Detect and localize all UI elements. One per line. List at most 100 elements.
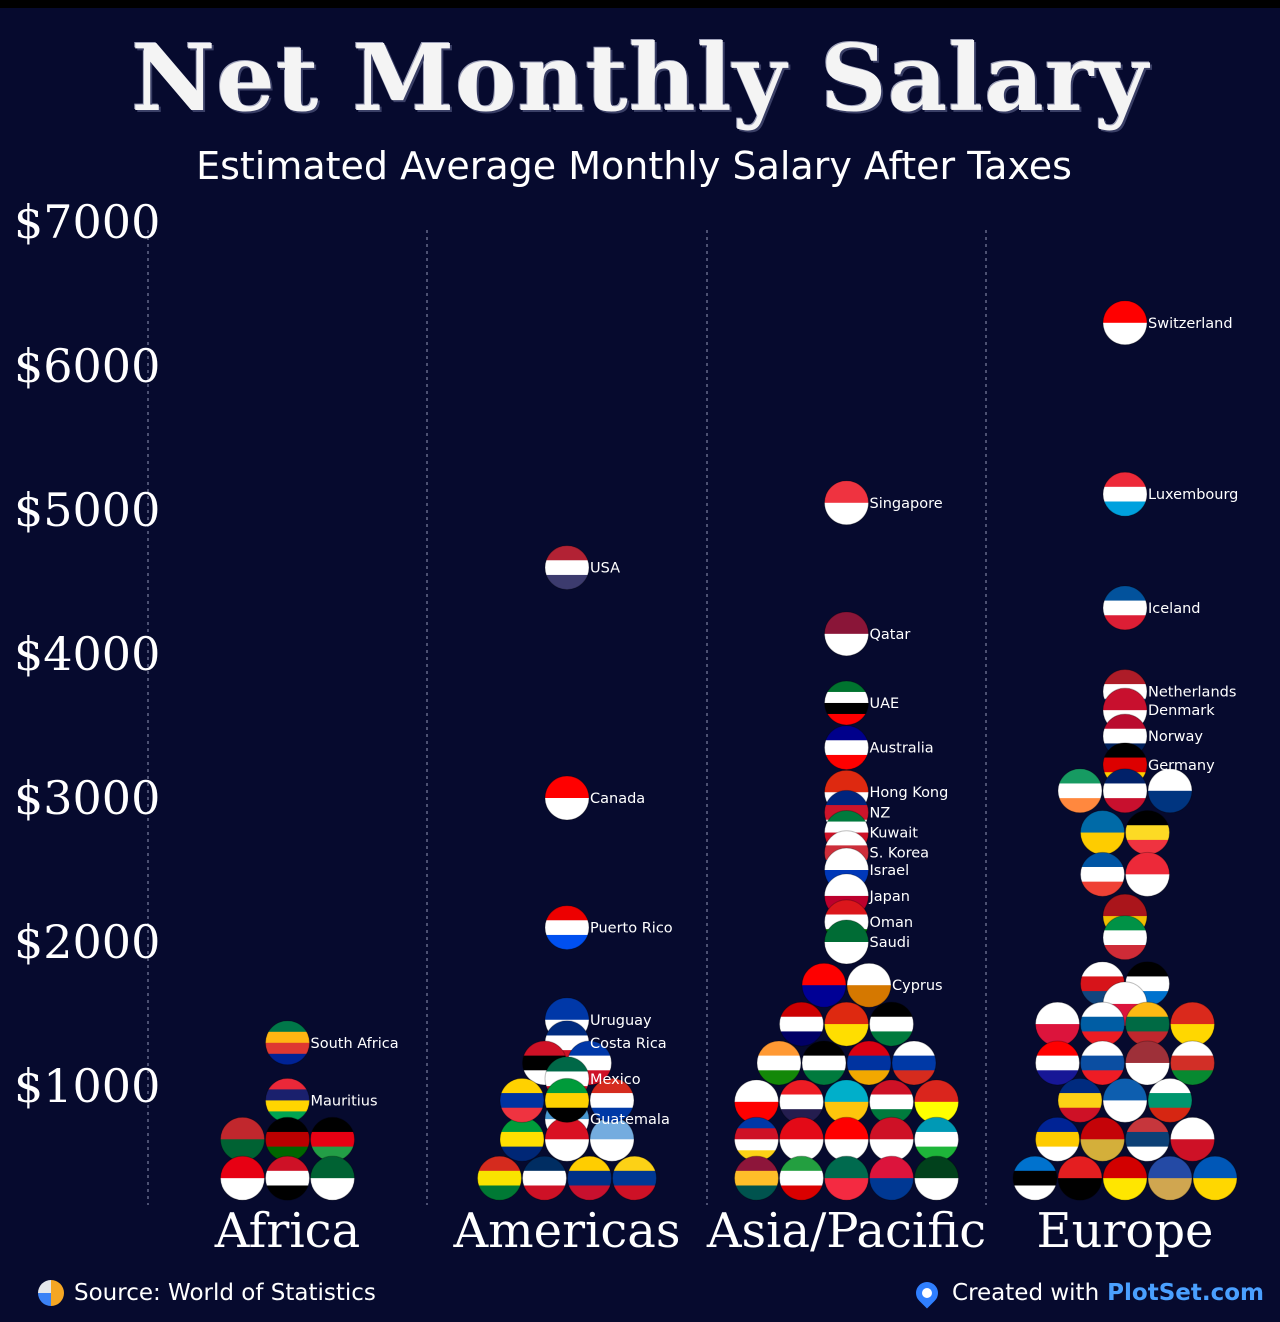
flag-marker-country[interactable] bbox=[779, 1156, 824, 1201]
flag-marker-country[interactable] bbox=[869, 1117, 914, 1162]
flag-marker-qatar[interactable] bbox=[824, 611, 869, 657]
flag-marker-sweden[interactable] bbox=[1080, 810, 1125, 856]
flag-marker-sri-lanka[interactable] bbox=[734, 1156, 779, 1201]
flag-marker-country[interactable] bbox=[590, 1078, 634, 1123]
flag-marker-romania[interactable] bbox=[1058, 1078, 1102, 1123]
flag-marker-country[interactable] bbox=[1103, 768, 1147, 814]
category-label-africa: Africa bbox=[214, 1203, 360, 1259]
flag-marker-country[interactable] bbox=[1125, 810, 1170, 856]
created-prefix: Created with bbox=[952, 1280, 1100, 1306]
flag-marker-country[interactable] bbox=[1080, 1117, 1125, 1162]
flag-marker-country[interactable] bbox=[265, 1156, 310, 1201]
flag-marker-country[interactable] bbox=[1103, 915, 1147, 961]
flag-marker-country[interactable] bbox=[1035, 1002, 1080, 1047]
flag-marker-country[interactable] bbox=[824, 1117, 869, 1162]
flag-marker-country[interactable] bbox=[1170, 1040, 1215, 1086]
flag-marker-country[interactable] bbox=[1058, 768, 1102, 814]
flag-marker-country[interactable] bbox=[847, 1040, 891, 1086]
flag-marker-country[interactable] bbox=[1148, 1156, 1192, 1201]
point-label: Norway bbox=[1148, 729, 1203, 745]
flag-marker-france[interactable] bbox=[1080, 852, 1125, 897]
point-label: Luxembourg bbox=[1148, 487, 1238, 503]
flag-marker-dominican-republic[interactable] bbox=[522, 1156, 567, 1201]
point-label: USA bbox=[590, 561, 620, 577]
flag-marker-country[interactable] bbox=[590, 1117, 634, 1162]
flag-marker-country[interactable] bbox=[869, 1079, 914, 1125]
flag-marker-country[interactable] bbox=[1125, 852, 1170, 897]
point-label: Mexico bbox=[590, 1072, 641, 1088]
flag-marker-country[interactable] bbox=[779, 1117, 824, 1162]
flag-marker-country[interactable] bbox=[1125, 1002, 1170, 1047]
flag-marker-country[interactable] bbox=[1080, 1002, 1125, 1047]
flag-marker-country[interactable] bbox=[914, 1117, 959, 1162]
y-tick-label: $1000 bbox=[14, 1059, 160, 1113]
flag-marker-saudi[interactable] bbox=[824, 920, 869, 965]
flag-marker-country[interactable] bbox=[824, 1156, 869, 1201]
flag-marker-country[interactable] bbox=[869, 1156, 914, 1201]
flag-marker-mauritius[interactable] bbox=[265, 1078, 310, 1123]
flag-marker-georgia[interactable] bbox=[734, 1079, 779, 1125]
flag-marker-canada[interactable] bbox=[545, 776, 589, 821]
flag-marker-country[interactable] bbox=[1080, 1040, 1125, 1086]
flag-marker-morocco[interactable] bbox=[220, 1117, 265, 1162]
flag-marker-singapore[interactable] bbox=[824, 480, 869, 526]
plotset-brand[interactable]: PlotSet.com bbox=[1107, 1280, 1264, 1306]
flag-marker-south-africa[interactable] bbox=[265, 1020, 310, 1066]
flag-marker-country[interactable] bbox=[824, 1002, 869, 1047]
point-label: Hong Kong bbox=[870, 785, 949, 801]
flag-marker-uae[interactable] bbox=[824, 680, 869, 726]
flag-marker-country[interactable] bbox=[1148, 1078, 1192, 1123]
flag-marker-country[interactable] bbox=[1035, 1040, 1080, 1086]
flag-marker-country[interactable] bbox=[802, 1040, 846, 1086]
created-with[interactable]: Created with PlotSet.com bbox=[911, 1277, 1264, 1309]
flag-marker-country[interactable] bbox=[779, 1079, 824, 1125]
flag-marker-country[interactable] bbox=[1058, 1156, 1102, 1201]
flag-marker-country[interactable] bbox=[914, 1079, 959, 1125]
flag-marker-usa[interactable] bbox=[545, 545, 589, 591]
flag-marker-estonia[interactable] bbox=[1013, 1156, 1057, 1201]
flag-marker-country[interactable] bbox=[892, 1040, 936, 1086]
flag-marker-country[interactable] bbox=[612, 1156, 657, 1201]
flag-marker-country[interactable] bbox=[310, 1117, 355, 1162]
flag-marker-country[interactable] bbox=[265, 1117, 310, 1162]
flag-marker-bolivia[interactable] bbox=[477, 1156, 522, 1201]
flag-marker-country[interactable] bbox=[802, 963, 846, 1008]
flag-marker-country[interactable] bbox=[545, 1078, 589, 1123]
flag-marker-country[interactable] bbox=[1125, 1117, 1170, 1162]
flag-marker-puerto-rico[interactable] bbox=[545, 905, 589, 951]
flag-marker-india[interactable] bbox=[757, 1040, 801, 1086]
point-label: Mauritius bbox=[311, 1093, 378, 1109]
point-label: Oman bbox=[870, 915, 914, 931]
flag-marker-australia[interactable] bbox=[824, 725, 869, 771]
flag-marker-country[interactable] bbox=[500, 1078, 544, 1123]
flag-marker-cyprus[interactable] bbox=[847, 963, 891, 1008]
point-label: NZ bbox=[870, 805, 891, 821]
flag-marker-country[interactable] bbox=[1103, 1078, 1147, 1123]
flag-marker-country[interactable] bbox=[914, 1156, 959, 1201]
flag-marker-country[interactable] bbox=[1103, 1156, 1147, 1201]
flag-marker-country[interactable] bbox=[1170, 1117, 1215, 1162]
flag-marker-country[interactable] bbox=[869, 1002, 914, 1047]
y-tick-label: $7000 bbox=[14, 195, 160, 249]
flag-marker-country[interactable] bbox=[1193, 1156, 1237, 1201]
flag-marker-luxembourg[interactable] bbox=[1103, 472, 1147, 517]
flag-marker-country[interactable] bbox=[1148, 768, 1192, 814]
flag-marker-switzerland[interactable] bbox=[1103, 300, 1147, 346]
flag-marker-country[interactable] bbox=[567, 1156, 612, 1201]
flag-marker-iceland[interactable] bbox=[1103, 585, 1147, 631]
flag-marker-tunisia[interactable] bbox=[220, 1156, 265, 1201]
flag-marker-philippines[interactable] bbox=[734, 1117, 779, 1162]
flag-marker-country[interactable] bbox=[1125, 1040, 1170, 1086]
point-label: Costa Rica bbox=[590, 1036, 667, 1052]
flag-marker-country[interactable] bbox=[824, 1079, 869, 1125]
flag-marker-country[interactable] bbox=[545, 1117, 589, 1162]
flag-marker-malaysia[interactable] bbox=[779, 1002, 824, 1047]
flag-marker-country[interactable] bbox=[310, 1156, 355, 1201]
point-label: Canada bbox=[590, 791, 645, 807]
flag-marker-bosnia-and-herzegovina[interactable] bbox=[1035, 1117, 1080, 1162]
top-bar bbox=[0, 0, 1280, 8]
flag-marker-country[interactable] bbox=[1170, 1002, 1215, 1047]
y-tick-label: $4000 bbox=[14, 627, 160, 681]
flag-marker-brazil[interactable] bbox=[500, 1117, 544, 1162]
